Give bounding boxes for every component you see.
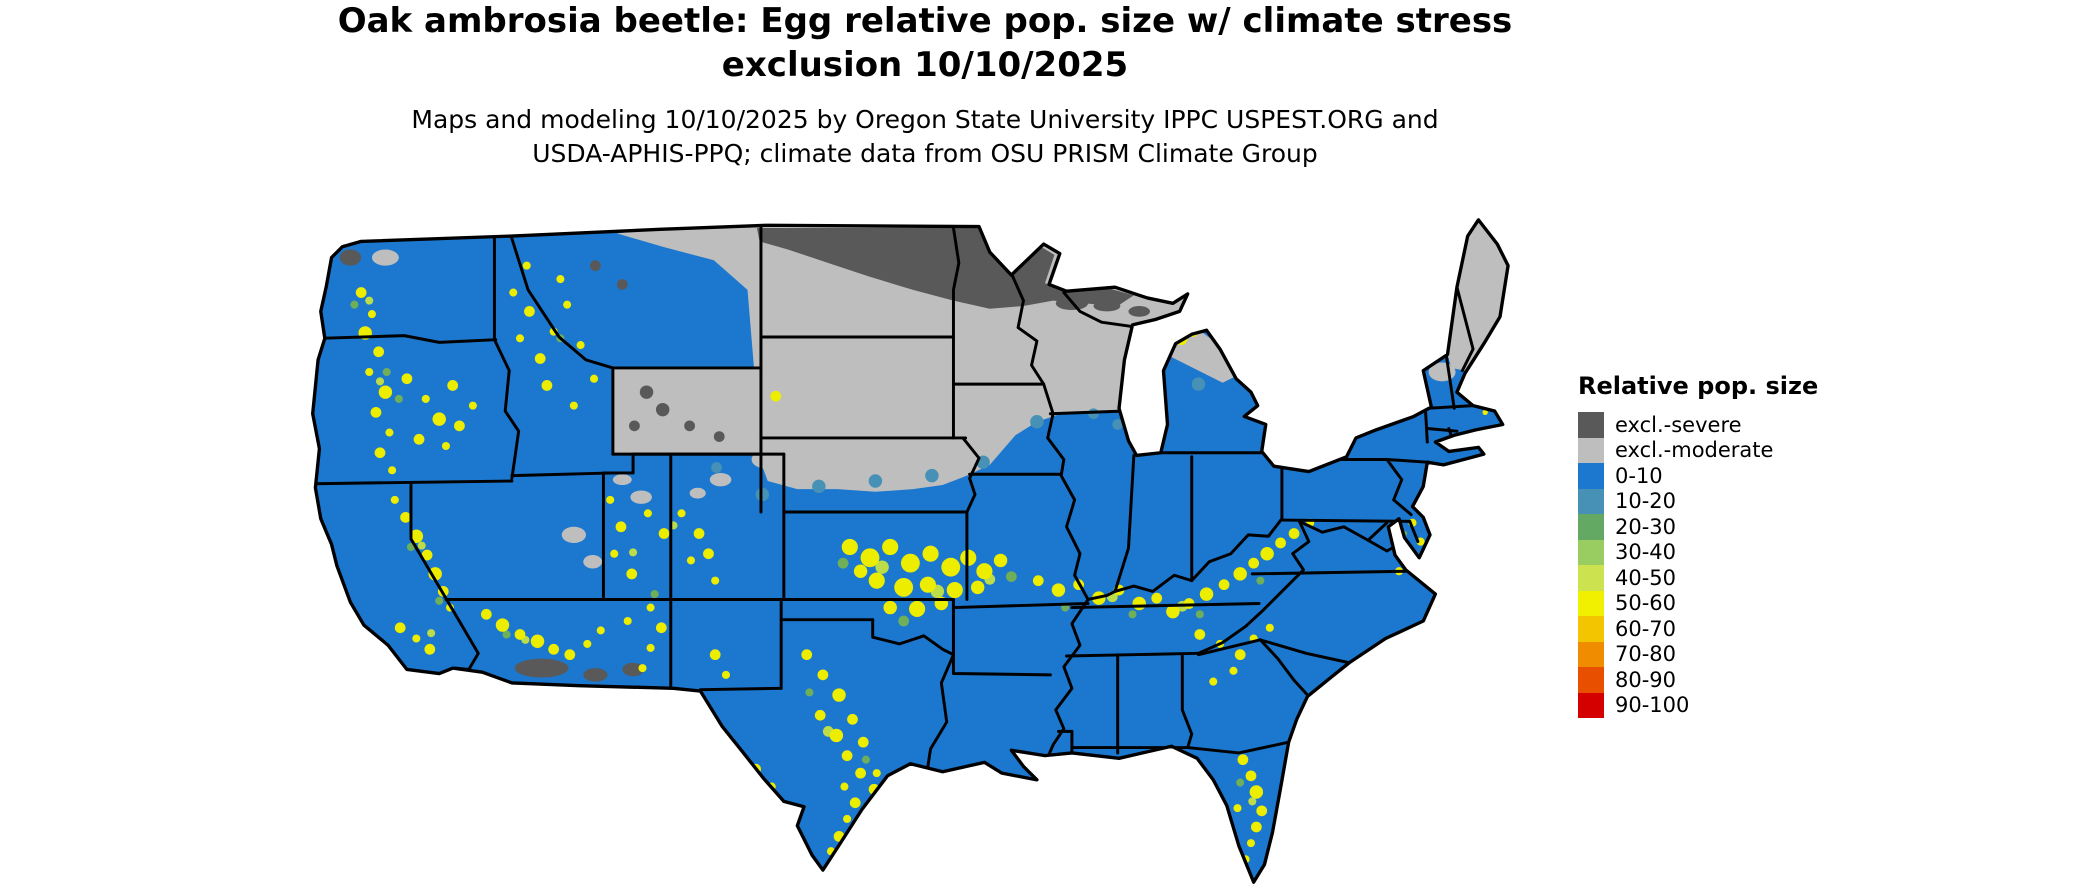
legend-item: excl.-moderate [1578,437,1818,463]
legend-swatch [1578,412,1604,438]
legend-item-label: 80-90 [1615,667,1677,692]
legend-title: Relative pop. size [1578,372,1819,400]
legend-item-label: 70-80 [1615,642,1677,667]
legend-item: 80-90 [1578,667,1818,693]
page-title: Oak ambrosia beetle: Egg relative pop. s… [0,0,1850,87]
legend-item-label: excl.-moderate [1615,438,1774,463]
legend-swatch [1578,667,1604,693]
legend-item-label: 30-40 [1615,540,1677,565]
title-block: Oak ambrosia beetle: Egg relative pop. s… [0,0,1850,170]
legend-item-label: 20-30 [1615,514,1677,539]
legend-item: 60-70 [1578,616,1818,642]
us-map-svg [311,218,1510,884]
page-title-line1: Oak ambrosia beetle: Egg relative pop. s… [337,1,1513,41]
legend-swatch [1578,437,1604,463]
legend-item: 70-80 [1578,641,1818,667]
legend-swatch [1578,590,1604,616]
map-layer-state-borders [312,225,1475,768]
map-layer-40-60 [355,261,1488,864]
page-title-line2: exclusion 10/10/2025 [721,44,1129,85]
legend-swatch [1578,641,1604,667]
legend-item-label: 50-60 [1615,591,1677,616]
legend-swatch [1578,692,1604,718]
legend-swatch [1578,514,1604,540]
legend-item-label: 90-100 [1615,693,1690,718]
legend-item-label: 40-50 [1615,565,1677,590]
legend-swatch [1578,539,1604,565]
legend-item-label: 0-10 [1615,463,1663,488]
legend-item: 30-40 [1578,539,1818,565]
legend-item: 10-20 [1578,488,1818,514]
legend-item: 20-30 [1578,514,1818,540]
legend-item: excl.-severe [1578,412,1818,438]
us-outline [311,218,1510,884]
legend-item: 90-100 [1578,692,1818,718]
page-subtitle: Maps and modeling 10/10/2025 by Oregon S… [0,103,1850,170]
legend-item-label: excl.-severe [1615,412,1742,437]
map-layer-30-50 [365,296,1257,806]
legend-swatch [1578,565,1604,591]
legend: Relative pop. size excl.-severe excl.-mo… [1578,372,1818,718]
legend-swatch [1578,463,1604,489]
page-subtitle-line2: USDA-APHIS-PPQ; climate data from OSU PR… [532,138,1318,168]
us-choropleth-map [310,209,1535,889]
legend-swatch [1578,488,1604,514]
legend-item: 40-50 [1578,565,1818,591]
legend-item: 50-60 [1578,590,1818,616]
legend-item-label: 10-20 [1615,489,1677,514]
page-subtitle-line1: Maps and modeling 10/10/2025 by Oregon S… [411,105,1439,135]
legend-swatch [1578,616,1604,642]
legend-items: excl.-severe excl.-moderate 0-10 10-20 2… [1578,412,1818,718]
legend-item-label: 60-70 [1615,616,1677,641]
legend-item: 0-10 [1578,463,1818,489]
